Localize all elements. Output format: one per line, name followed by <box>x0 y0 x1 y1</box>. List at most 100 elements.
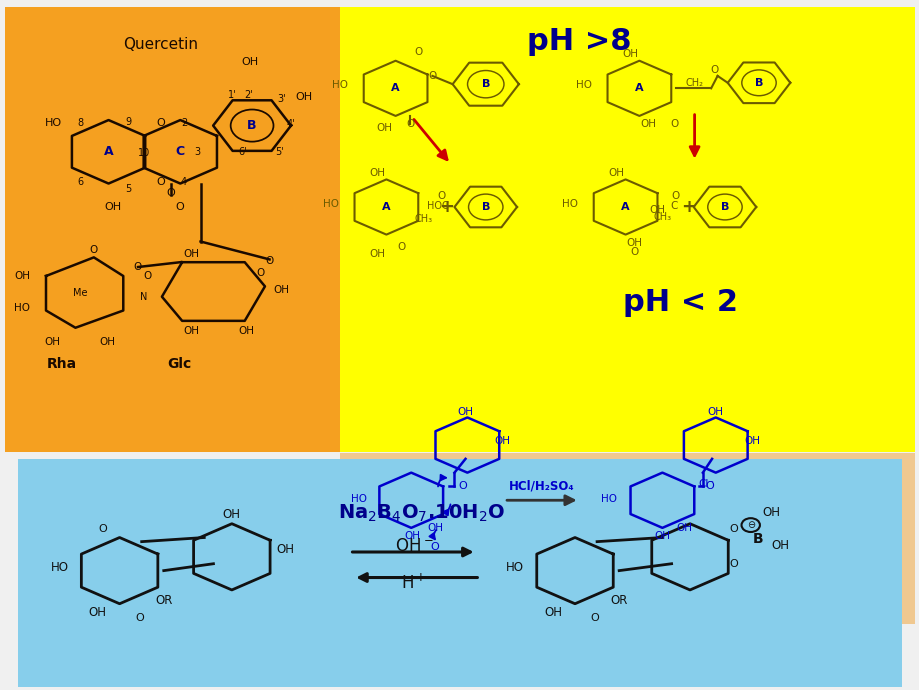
Text: HCl/H₂SO₄: HCl/H₂SO₄ <box>508 480 574 493</box>
Text: O: O <box>135 613 144 622</box>
Text: HOC: HOC <box>426 201 448 210</box>
Text: B: B <box>481 79 490 89</box>
Text: Rha: Rha <box>47 357 76 371</box>
Text: OH: OH <box>105 202 121 212</box>
Text: 6: 6 <box>77 177 83 187</box>
Text: O: O <box>428 71 436 81</box>
Text: 3': 3' <box>277 95 286 104</box>
Text: 4': 4' <box>286 119 295 129</box>
Text: B: B <box>247 119 256 132</box>
Text: O: O <box>406 119 414 129</box>
Text: 9: 9 <box>126 117 131 127</box>
Text: A: A <box>634 83 643 93</box>
Text: OH: OH <box>743 436 760 446</box>
Text: OH: OH <box>626 238 642 248</box>
Text: A: A <box>104 146 113 158</box>
Text: OH: OH <box>14 271 30 281</box>
Text: C: C <box>670 201 677 210</box>
Text: C: C <box>176 146 185 158</box>
Text: OH: OH <box>242 57 258 67</box>
Text: HO: HO <box>575 80 592 90</box>
Text: OH: OH <box>621 49 638 59</box>
Text: +: + <box>680 198 695 216</box>
Text: OH: OH <box>183 249 199 259</box>
Text: 4: 4 <box>181 177 187 187</box>
Text: Quercetin: Quercetin <box>123 37 199 52</box>
Text: OH: OH <box>403 531 420 541</box>
Text: HO: HO <box>350 494 367 504</box>
Text: O: O <box>414 48 422 57</box>
Text: HO: HO <box>14 304 30 313</box>
Text: O: O <box>90 246 97 255</box>
Text: O: O <box>156 177 165 187</box>
Text: HO: HO <box>562 199 578 208</box>
Text: CH₃: CH₃ <box>414 215 432 224</box>
Text: HO: HO <box>332 80 348 90</box>
Text: OH: OH <box>607 168 624 177</box>
Text: OH: OH <box>238 326 255 336</box>
Text: O: O <box>430 542 439 552</box>
Text: CH₃: CH₃ <box>652 212 671 221</box>
Text: HO: HO <box>323 199 339 208</box>
Text: 5': 5' <box>275 147 284 157</box>
Text: HO: HO <box>505 561 524 573</box>
Text: OH: OH <box>369 168 385 177</box>
Text: 2: 2 <box>181 118 187 128</box>
Text: OH: OH <box>276 544 294 556</box>
Text: OH: OH <box>675 523 692 533</box>
Text: OH: OH <box>653 531 670 541</box>
Text: OH: OH <box>295 92 312 101</box>
Bar <box>18 459 901 687</box>
Text: O: O <box>397 242 404 252</box>
Text: +: + <box>438 198 453 216</box>
Text: ⊖: ⊖ <box>746 520 754 530</box>
Text: O: O <box>590 613 599 622</box>
Text: OH: OH <box>761 506 779 519</box>
Bar <box>340 453 914 624</box>
Text: 6': 6' <box>238 147 247 157</box>
Text: OH: OH <box>457 407 473 417</box>
Text: OH: OH <box>99 337 116 346</box>
Text: 10: 10 <box>138 148 151 158</box>
Text: O: O <box>705 482 714 491</box>
Text: OH: OH <box>222 508 241 520</box>
Text: H$^+$: H$^+$ <box>401 573 426 593</box>
Text: 1': 1' <box>227 90 236 100</box>
Text: Me: Me <box>73 288 87 298</box>
Text: OH$^-$: OH$^-$ <box>394 538 433 555</box>
Text: O: O <box>458 482 467 491</box>
Text: O: O <box>143 271 151 281</box>
Text: OH: OH <box>426 523 443 533</box>
Text: A: A <box>381 202 391 212</box>
Text: Glc: Glc <box>167 357 191 371</box>
Text: O: O <box>710 66 718 75</box>
Text: OH: OH <box>770 540 789 552</box>
Text: O: O <box>630 247 638 257</box>
Text: B: B <box>720 202 729 212</box>
Text: A: A <box>620 202 630 212</box>
Text: pH < 2: pH < 2 <box>623 288 738 317</box>
Text: O: O <box>437 191 445 201</box>
Text: OH: OH <box>273 285 289 295</box>
Text: OH: OH <box>88 606 107 618</box>
Text: O: O <box>175 202 184 212</box>
Text: O: O <box>256 268 264 277</box>
Text: OR: OR <box>155 595 172 607</box>
Text: O: O <box>166 188 176 198</box>
Text: O: O <box>134 262 142 272</box>
Text: O: O <box>670 119 677 129</box>
Text: O: O <box>156 118 165 128</box>
Text: HO: HO <box>51 561 69 573</box>
Text: CH₂: CH₂ <box>685 78 703 88</box>
Text: OH: OH <box>543 606 562 618</box>
Text: OH: OH <box>376 124 392 133</box>
Text: O: O <box>266 256 273 266</box>
Text: A: A <box>391 83 400 93</box>
Text: OH: OH <box>183 326 199 336</box>
Text: B: B <box>752 532 763 546</box>
Text: B: B <box>754 78 763 88</box>
Text: OH: OH <box>649 206 665 215</box>
Text: 5: 5 <box>126 184 131 194</box>
Bar <box>5 7 340 452</box>
Text: 8: 8 <box>77 118 83 128</box>
